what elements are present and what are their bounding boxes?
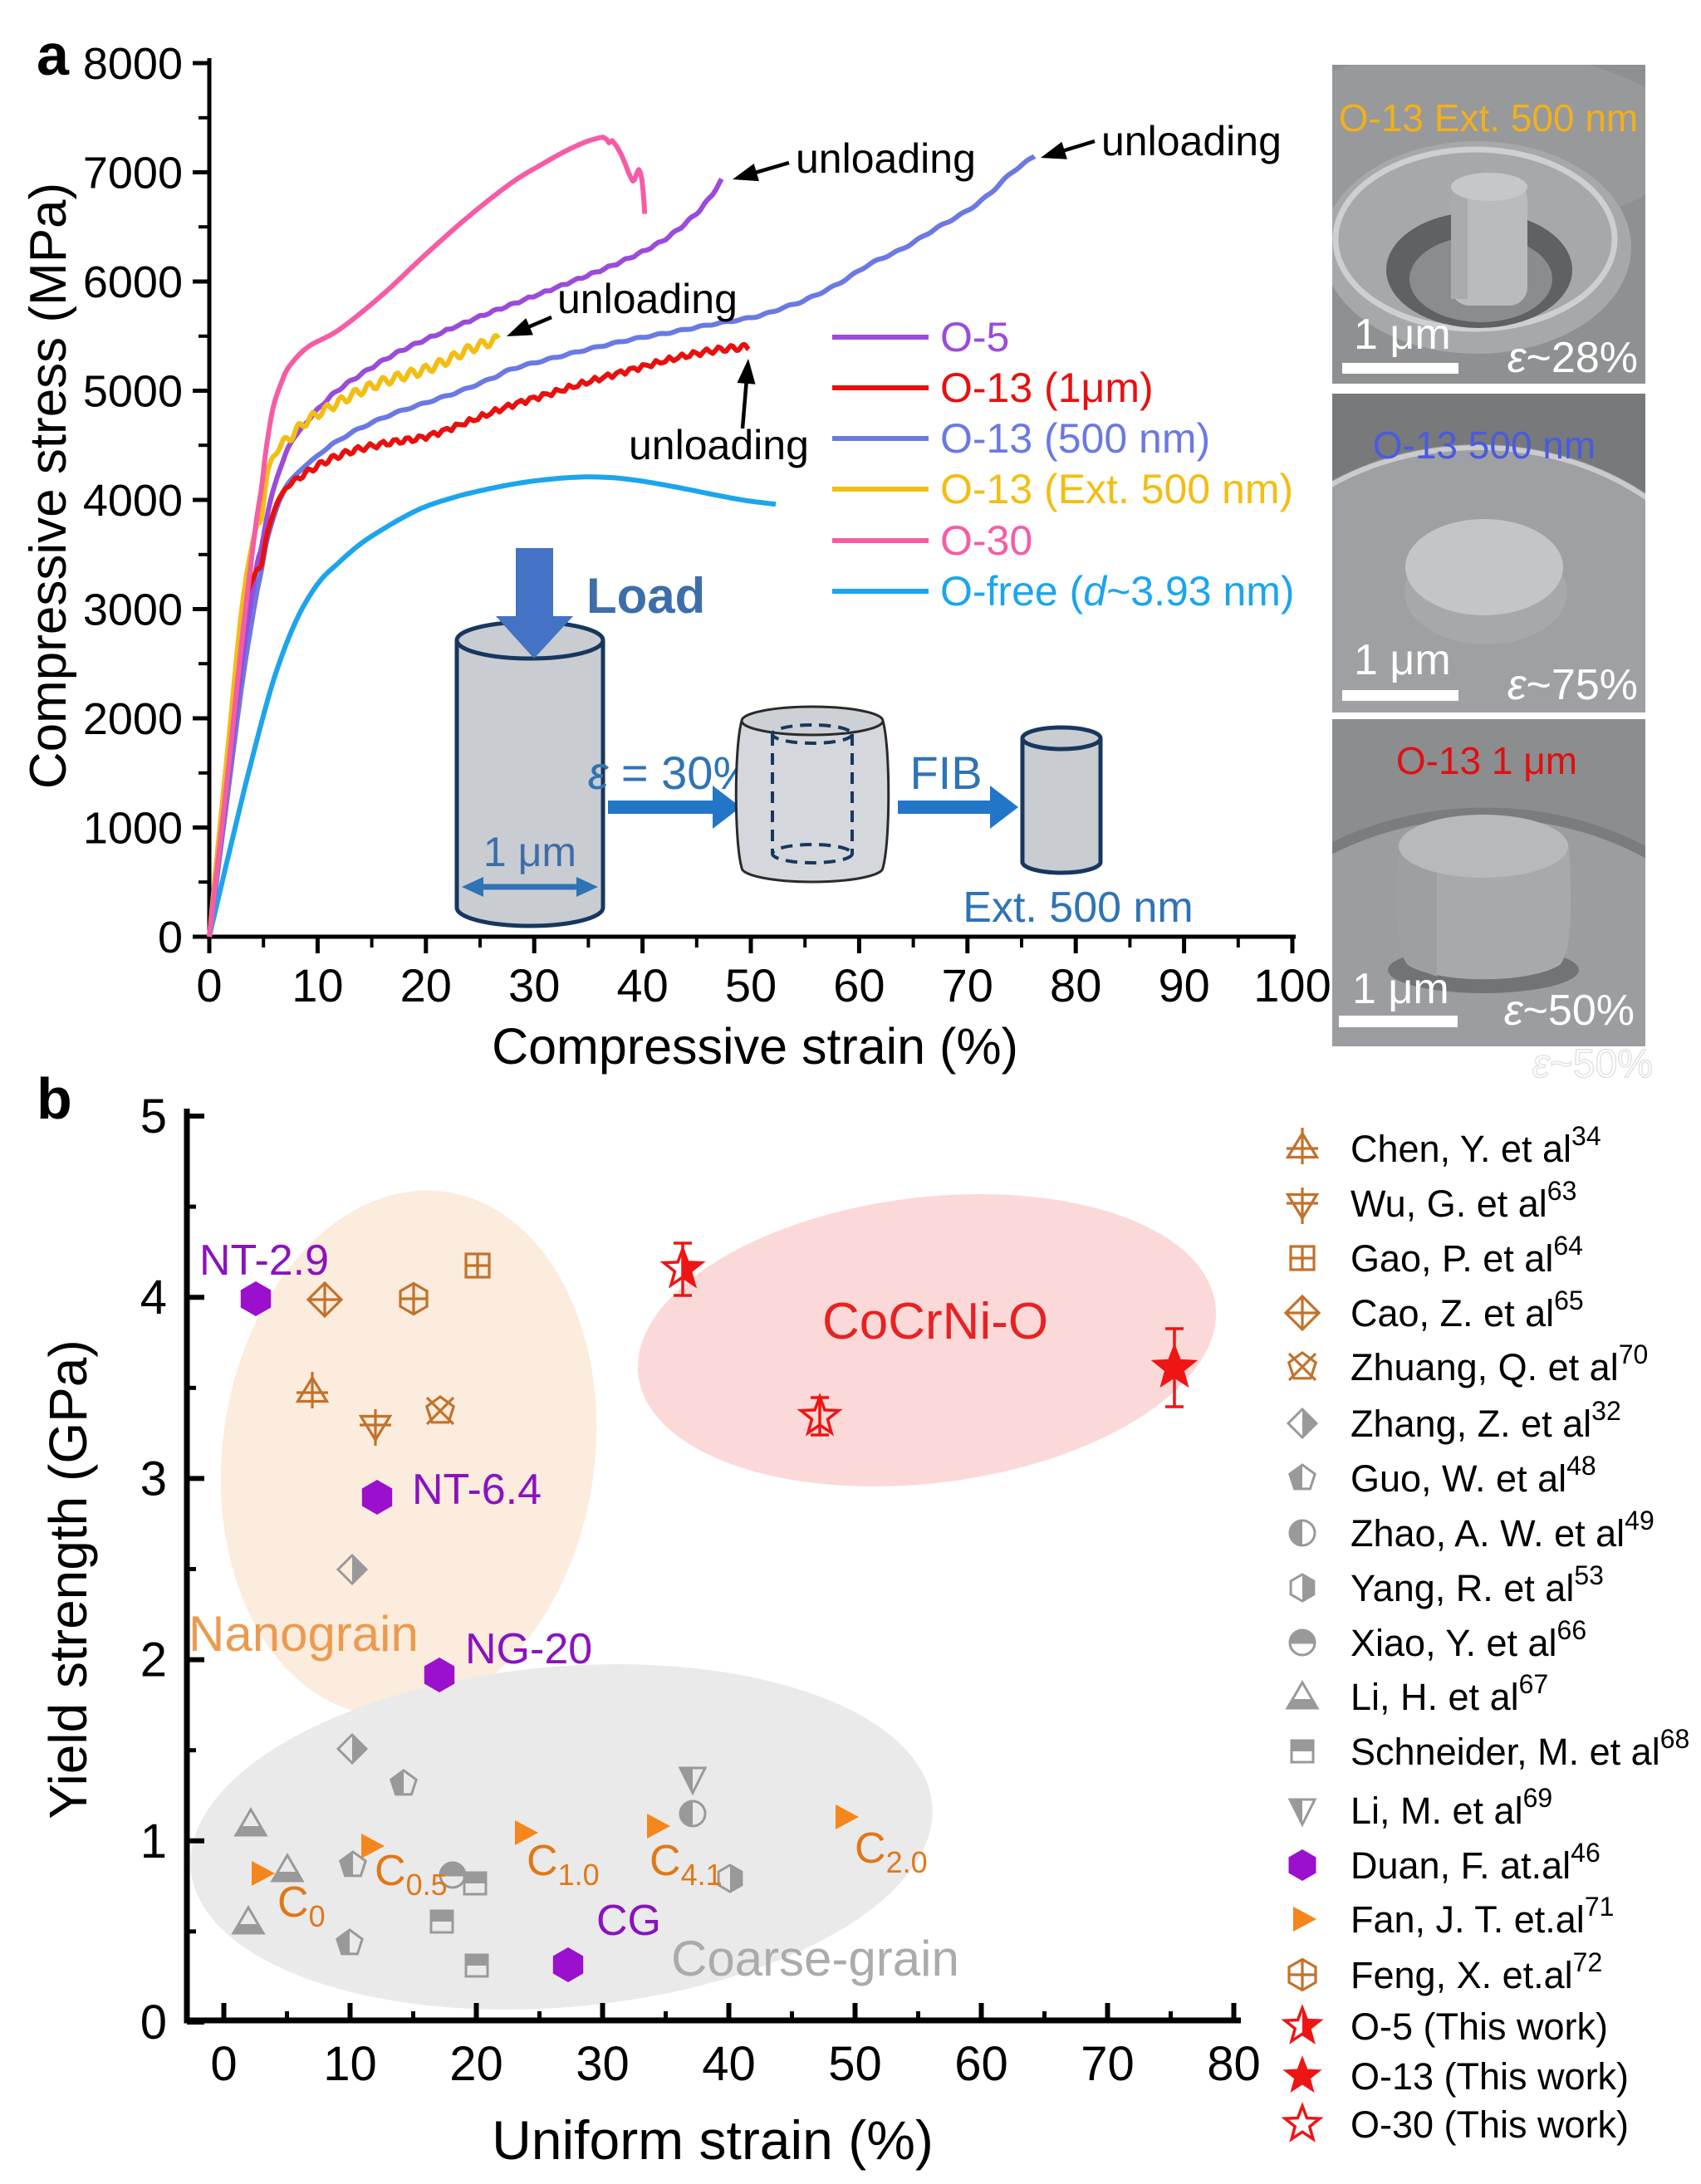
svg-text:30: 30 bbox=[576, 2037, 630, 2091]
svg-text:2: 2 bbox=[140, 1633, 167, 1687]
svg-text:CG: CG bbox=[596, 1897, 661, 1945]
svg-text:O-13 Ext. 500 nm: O-13 Ext. 500 nm bbox=[1339, 96, 1639, 140]
svg-text:10: 10 bbox=[292, 959, 343, 1011]
svg-text:30: 30 bbox=[508, 959, 560, 1011]
svg-text:Duan, F. at.al46: Duan, F. at.al46 bbox=[1351, 1838, 1601, 1887]
svg-text:Chen, Y. et al34: Chen, Y. et al34 bbox=[1351, 1121, 1601, 1170]
svg-text:O-30 (This work): O-30 (This work) bbox=[1351, 2103, 1629, 2146]
svg-text:40: 40 bbox=[702, 2037, 756, 2091]
svg-text:O-13 (1μm): O-13 (1μm) bbox=[940, 365, 1154, 411]
svg-text:Guo, W. et al48: Guo, W. et al48 bbox=[1351, 1451, 1596, 1500]
svg-text:O-13 (This work): O-13 (This work) bbox=[1351, 2055, 1629, 2098]
svg-text:0: 0 bbox=[140, 1995, 167, 2049]
svg-text:Zhang, Z. et al32: Zhang, Z. et al32 bbox=[1351, 1396, 1621, 1445]
svg-text:O-5: O-5 bbox=[940, 314, 1009, 360]
svg-text:unloading: unloading bbox=[796, 135, 976, 182]
svg-text:40: 40 bbox=[616, 959, 668, 1011]
svg-text:Zhao, A. W. et al49: Zhao, A. W. et al49 bbox=[1351, 1506, 1654, 1555]
svg-text:FIB: FIB bbox=[909, 747, 982, 799]
svg-text:8000: 8000 bbox=[83, 39, 183, 89]
svg-text:2000: 2000 bbox=[83, 694, 183, 744]
svg-text:ε~75%: ε~75% bbox=[1507, 661, 1638, 709]
svg-text:4: 4 bbox=[140, 1271, 167, 1325]
svg-text:Fan, J. T. et.al71: Fan, J. T. et.al71 bbox=[1351, 1892, 1614, 1941]
svg-text:Nanograin: Nanograin bbox=[189, 1606, 419, 1662]
svg-text:1000: 1000 bbox=[83, 804, 183, 854]
svg-text:Xiao, Y. et al66: Xiao, Y. et al66 bbox=[1351, 1615, 1586, 1664]
svg-text:Compressive strain (%): Compressive strain (%) bbox=[492, 1018, 1018, 1075]
svg-text:Gao, P. et al64: Gao, P. et al64 bbox=[1351, 1231, 1583, 1280]
svg-text:a: a bbox=[37, 22, 70, 87]
svg-text:O-30: O-30 bbox=[940, 517, 1032, 564]
svg-text:NT-2.9: NT-2.9 bbox=[199, 1236, 329, 1285]
svg-text:100: 100 bbox=[1253, 959, 1331, 1011]
svg-text:Yield strength (GPa): Yield strength (GPa) bbox=[38, 1339, 98, 1819]
svg-text:5: 5 bbox=[140, 1090, 167, 1143]
svg-text:4000: 4000 bbox=[83, 476, 183, 526]
svg-text:Feng, X. et.al72: Feng, X. et.al72 bbox=[1351, 1947, 1602, 1996]
svg-text:unloading: unloading bbox=[629, 422, 809, 468]
svg-text:60: 60 bbox=[954, 2037, 1008, 2091]
svg-text:unloading: unloading bbox=[557, 276, 738, 322]
svg-text:3: 3 bbox=[140, 1452, 167, 1506]
svg-text:NT-6.4: NT-6.4 bbox=[412, 1466, 542, 1514]
svg-text:80: 80 bbox=[1207, 2037, 1261, 2091]
svg-text:1 μm: 1 μm bbox=[483, 829, 576, 875]
svg-text:Ext. 500 nm: Ext. 500 nm bbox=[963, 884, 1193, 932]
svg-text:5000: 5000 bbox=[83, 367, 183, 417]
svg-text:O-5 (This work): O-5 (This work) bbox=[1351, 2005, 1608, 2048]
svg-text:7000: 7000 bbox=[83, 149, 183, 198]
svg-text:CoCrNi-O: CoCrNi-O bbox=[822, 1293, 1048, 1350]
svg-text:Coarse-grain: Coarse-grain bbox=[671, 1931, 959, 1986]
svg-text:3000: 3000 bbox=[83, 585, 183, 635]
svg-text:Compressive stress (MPa): Compressive stress (MPa) bbox=[20, 183, 77, 789]
svg-text:70: 70 bbox=[942, 959, 993, 1011]
svg-text:20: 20 bbox=[449, 2037, 503, 2091]
svg-text:Li, M. et al69: Li, M. et al69 bbox=[1351, 1783, 1552, 1832]
svg-text:Cao, Z. et al65: Cao, Z. et al65 bbox=[1351, 1285, 1584, 1334]
svg-text:Schneider, M. et al68: Schneider, M. et al68 bbox=[1351, 1724, 1689, 1773]
svg-text:Wu, G. et al63: Wu, G. et al63 bbox=[1351, 1176, 1576, 1225]
svg-text:ε~50%: ε~50% bbox=[1532, 1042, 1653, 1086]
svg-text:O-13 (Ext. 500 nm): O-13 (Ext. 500 nm) bbox=[940, 466, 1293, 512]
svg-text:1: 1 bbox=[140, 1814, 167, 1868]
svg-text:O-13 500 nm: O-13 500 nm bbox=[1373, 424, 1596, 467]
svg-text:50: 50 bbox=[725, 959, 777, 1011]
svg-text:unloading: unloading bbox=[1101, 118, 1282, 164]
svg-text:b: b bbox=[37, 1066, 72, 1131]
svg-text:90: 90 bbox=[1158, 959, 1209, 1011]
svg-text:80: 80 bbox=[1050, 959, 1101, 1011]
svg-text:60: 60 bbox=[833, 959, 885, 1011]
svg-text:0: 0 bbox=[158, 913, 183, 962]
svg-text:NG-20: NG-20 bbox=[465, 1625, 592, 1673]
svg-text:1 μm: 1 μm bbox=[1352, 965, 1449, 1013]
svg-text:O-13 (500 nm): O-13 (500 nm) bbox=[940, 415, 1210, 462]
svg-text:Zhuang, Q. et al70: Zhuang, Q. et al70 bbox=[1351, 1339, 1648, 1388]
svg-text:0: 0 bbox=[196, 959, 222, 1011]
svg-text:0: 0 bbox=[210, 2037, 237, 2091]
svg-text:10: 10 bbox=[323, 2037, 377, 2091]
svg-text:1 μm: 1 μm bbox=[1354, 311, 1451, 359]
svg-text:ε = 30%: ε = 30% bbox=[588, 747, 755, 799]
svg-text:50: 50 bbox=[828, 2037, 882, 2091]
svg-text:1 μm: 1 μm bbox=[1354, 636, 1451, 684]
svg-text:O-13 1 μm: O-13 1 μm bbox=[1396, 739, 1577, 782]
svg-text:O-free (d~3.93 nm): O-free (d~3.93 nm) bbox=[940, 568, 1295, 615]
svg-text:Uniform strain (%): Uniform strain (%) bbox=[492, 2109, 934, 2171]
svg-text:6000: 6000 bbox=[83, 257, 183, 307]
svg-text:Load: Load bbox=[586, 568, 705, 624]
svg-text:20: 20 bbox=[400, 959, 452, 1011]
svg-text:ε~50%: ε~50% bbox=[1504, 987, 1635, 1035]
svg-text:ε~28%: ε~28% bbox=[1507, 334, 1638, 382]
svg-text:70: 70 bbox=[1081, 2037, 1135, 2091]
svg-text:Li, H. et al67: Li, H. et al67 bbox=[1351, 1669, 1548, 1718]
svg-text:Yang, R. et al53: Yang, R. et al53 bbox=[1351, 1560, 1604, 1609]
